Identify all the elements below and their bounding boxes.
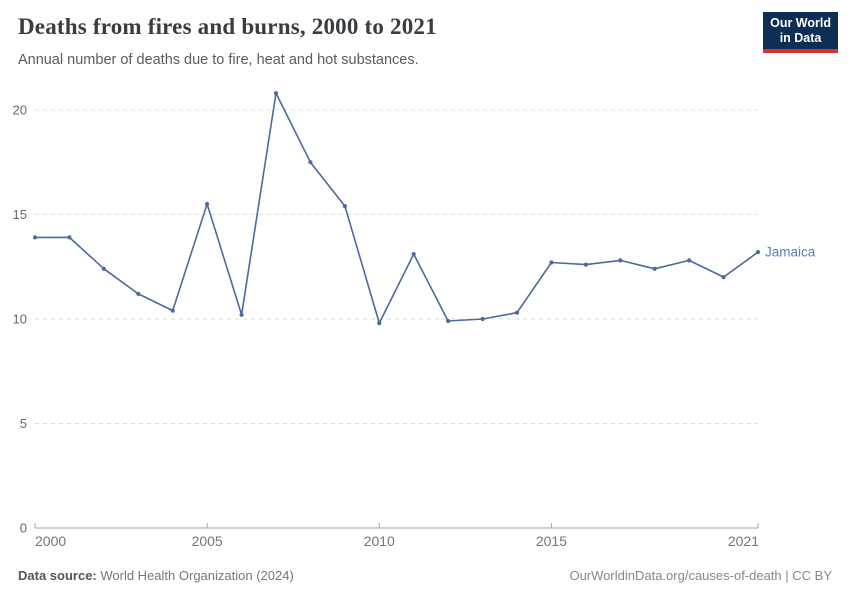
x-tick-label: 2005: [192, 533, 223, 549]
logo-line2: in Data: [779, 31, 822, 45]
data-point: [308, 160, 313, 165]
chart-subtitle: Annual number of deaths due to fire, hea…: [18, 52, 419, 68]
x-tick-label: 2010: [364, 533, 395, 549]
chart-title: Deaths from fires and burns, 2000 to 202…: [18, 14, 437, 39]
data-point: [136, 291, 141, 296]
data-point: [273, 91, 279, 96]
owid-logo: Our World in Data: [763, 12, 838, 53]
data-point: [377, 321, 382, 326]
data-point: [239, 312, 244, 317]
data-point: [687, 258, 692, 263]
data-point: [721, 275, 726, 280]
data-point: [342, 204, 347, 209]
x-tick-label: 2015: [536, 533, 567, 549]
x-tick-label: 2000: [35, 533, 66, 549]
data-point: [32, 235, 38, 240]
logo-line1: Our World: [770, 16, 831, 30]
data-point: [549, 260, 554, 265]
data-point: [755, 250, 761, 255]
line-chart: 0 5 10 15 20 2000 2005 2010 2015 2021 Jamaica: [13, 91, 816, 549]
y-tick-label: 5: [20, 416, 27, 431]
chart-footer: Data source: World Health Organization (…: [18, 568, 832, 583]
x-tick-label: 2021: [728, 533, 759, 549]
y-tick-label: 15: [13, 207, 27, 222]
series-label: Jamaica: [765, 245, 816, 260]
data-point: [67, 235, 72, 240]
credit-link[interactable]: OurWorldinData.org/causes-of-death | CC …: [569, 568, 832, 583]
data-point: [205, 201, 210, 207]
y-tick-label: 10: [13, 311, 27, 326]
data-point: [101, 266, 106, 271]
data-point: [514, 310, 520, 315]
data-point: [170, 308, 175, 313]
data-point: [446, 318, 451, 324]
data-point: [411, 252, 416, 257]
y-tick-label: 0: [20, 521, 27, 536]
data-point: [652, 266, 657, 271]
y-tick-label: 20: [13, 102, 27, 117]
data-source-text: Data source: World Health Organization (…: [18, 568, 294, 583]
data-point: [480, 316, 485, 322]
data-point: [583, 262, 589, 267]
jamaica-line-series: [35, 92, 759, 324]
data-point: [618, 258, 623, 263]
data-source-value: World Health Organization (2024): [96, 568, 294, 583]
data-source-label: Data source:: [18, 568, 97, 583]
